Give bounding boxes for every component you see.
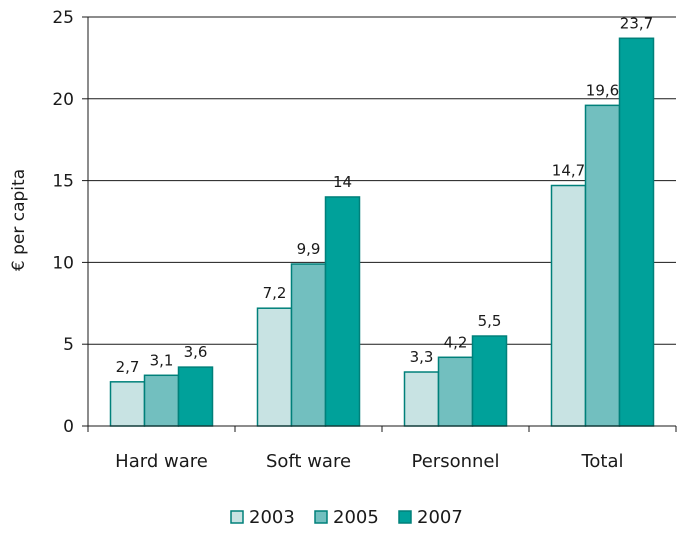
- category-label: Hard ware: [115, 451, 208, 472]
- y-tick-label: 0: [63, 417, 74, 437]
- legend-swatch-2007: [398, 510, 412, 524]
- data-label: 19,6: [586, 81, 619, 99]
- legend-label-2003: 2003: [249, 507, 295, 528]
- y-tick-label: 25: [52, 8, 74, 28]
- data-label: 14,7: [552, 162, 585, 180]
- bar-2007: [177, 366, 214, 427]
- data-label: 3,3: [410, 348, 434, 366]
- bar-2005: [437, 356, 474, 427]
- bar-2003: [550, 184, 587, 427]
- bar-2003: [403, 371, 440, 427]
- y-tick-label: 15: [52, 172, 74, 192]
- legend-label-2007: 2007: [417, 507, 463, 528]
- category-label: Soft ware: [266, 451, 351, 472]
- bar-2005: [143, 374, 180, 427]
- y-tick-label: 20: [52, 90, 74, 110]
- bar-2007: [618, 37, 655, 427]
- data-label: 4,2: [444, 333, 468, 351]
- data-label: 3,6: [184, 343, 208, 361]
- legend-swatch-2005: [314, 510, 328, 524]
- axes: 0 5 10 15 20 25 Hard ware Soft ware Personnel Tot…: [52, 8, 677, 472]
- legend-label-2005: 2005: [333, 507, 379, 528]
- data-label: 14: [333, 173, 352, 191]
- data-label: 2,7: [116, 358, 140, 376]
- data-label: 3,1: [150, 351, 174, 369]
- data-label: 9,9: [297, 240, 321, 258]
- y-tick-label: 5: [63, 335, 74, 355]
- bar-2003: [109, 381, 146, 427]
- category-label: Personnel: [412, 451, 500, 472]
- y-tick-label: 10: [52, 253, 74, 273]
- bar-2003: [256, 307, 293, 427]
- bar-2005: [584, 104, 621, 427]
- y-axis-title: € per capita: [9, 169, 29, 271]
- data-labels: 2,7 3,1 3,6 7,2 9,9 14 3,3 4,2 5,5 14,7 19,6 23,7: [116, 14, 654, 376]
- data-label: 5,5: [478, 312, 502, 330]
- legend: 2003 2005 2007: [230, 507, 463, 528]
- bar-2007: [324, 196, 361, 427]
- legend-swatch-2003: [230, 510, 244, 524]
- bar-2005: [290, 263, 327, 427]
- data-label: 7,2: [263, 284, 287, 302]
- category-label: Total: [580, 451, 623, 472]
- bars: [109, 37, 655, 427]
- data-label: 23,7: [620, 14, 653, 32]
- bar-2007: [471, 335, 508, 427]
